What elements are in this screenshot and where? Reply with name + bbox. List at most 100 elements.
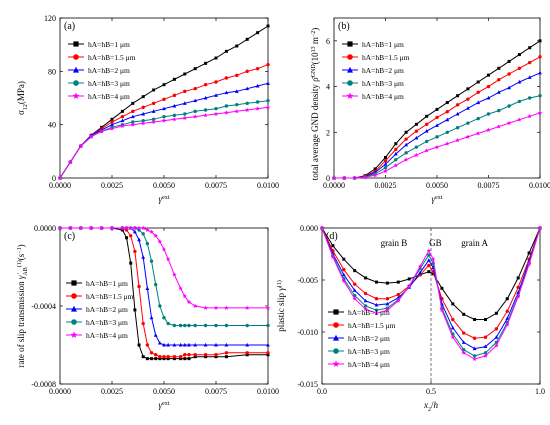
legend-label: hA=hB=4 μm <box>348 360 390 369</box>
data-point <box>487 73 490 77</box>
data-point <box>427 263 431 268</box>
legend-marker <box>71 280 77 286</box>
data-point <box>385 301 390 306</box>
data-point <box>183 72 187 76</box>
data-point <box>435 135 439 139</box>
data-point <box>473 318 477 322</box>
data-point <box>476 90 480 94</box>
data-point <box>435 123 439 127</box>
data-point <box>153 353 158 357</box>
data-point <box>383 166 388 170</box>
data-point <box>224 49 228 53</box>
data-point <box>517 79 522 84</box>
data-point <box>425 114 429 118</box>
data-point <box>396 292 400 297</box>
data-point <box>352 296 357 301</box>
data-point <box>154 357 158 361</box>
data-point <box>88 225 94 230</box>
legend-label: hA=hB=2 μm <box>348 334 390 343</box>
data-point <box>383 159 388 163</box>
data-point <box>245 101 249 106</box>
x-tick-label: 0.0000 <box>323 181 345 190</box>
data-point <box>166 342 171 347</box>
data-point <box>352 175 357 180</box>
data-point <box>203 108 208 112</box>
data-point <box>136 225 142 230</box>
legend-label: hA=hB=2 μm <box>86 305 128 314</box>
data-point <box>162 316 166 320</box>
legend-label: hA=hB=1.5 μm <box>86 292 134 301</box>
data-point <box>193 109 197 114</box>
data-point <box>133 308 137 312</box>
data-point <box>162 83 166 87</box>
data-point <box>124 225 129 230</box>
data-point <box>494 311 498 315</box>
data-point <box>476 80 480 84</box>
legend-marker <box>333 309 339 315</box>
data-point <box>394 158 398 162</box>
data-point <box>424 129 429 133</box>
data-point <box>483 353 488 358</box>
data-point <box>372 172 378 178</box>
data-point <box>414 135 419 140</box>
data-point <box>172 93 177 98</box>
data-point <box>383 168 388 174</box>
data-point <box>166 321 170 326</box>
data-point <box>193 342 198 347</box>
data-point <box>151 119 156 124</box>
data-point <box>214 355 218 359</box>
series-line-2 <box>321 227 541 339</box>
data-point <box>374 302 379 307</box>
data-point <box>151 117 156 122</box>
data-point <box>265 104 271 110</box>
data-point <box>394 142 398 146</box>
data-point <box>331 175 337 180</box>
data-point <box>120 225 125 230</box>
data-point <box>141 118 145 123</box>
data-point <box>266 353 270 357</box>
data-point <box>162 97 166 102</box>
data-point <box>472 354 477 358</box>
legend-label: hA=hB=1 μm <box>348 308 390 317</box>
legend-label: hA=hB=1 μm <box>362 40 404 49</box>
legend-label: hA=hB=3 μm <box>88 79 130 88</box>
data-point <box>133 249 137 254</box>
data-point <box>172 272 177 277</box>
data-point <box>161 247 167 252</box>
data-point <box>266 98 270 103</box>
legend-marker <box>347 41 353 47</box>
x-tick-label: 0.0025 <box>101 387 123 396</box>
data-point <box>78 225 84 230</box>
data-point <box>214 342 218 347</box>
y-axis-label: plastic slip γ(1) <box>276 280 286 332</box>
data-point <box>362 174 368 180</box>
data-point <box>110 122 114 127</box>
data-point <box>404 151 408 155</box>
data-point <box>476 116 480 121</box>
legend-label: hA=hB=4 μm <box>88 92 130 101</box>
x-axis-label: γext <box>159 400 170 410</box>
data-point <box>353 282 357 286</box>
data-point <box>132 225 138 230</box>
data-point <box>128 225 133 230</box>
data-point <box>396 280 400 284</box>
data-point <box>396 298 401 303</box>
data-point <box>538 55 542 59</box>
y-axis-label: rate of slip transmission γ̇AB(1)(s−1) <box>16 244 29 367</box>
data-point <box>162 106 166 111</box>
data-point <box>178 342 183 347</box>
data-point <box>224 323 229 328</box>
legend-label: hA=hB=3 μm <box>86 318 128 327</box>
data-point <box>141 321 145 326</box>
data-point <box>132 229 137 234</box>
x-tick-label: 0.0025 <box>101 181 123 190</box>
data-point <box>162 355 166 359</box>
data-point <box>445 141 450 146</box>
x-tick-label: 0.0025 <box>375 181 397 190</box>
legend-label: hA=hB=1 μm <box>86 279 128 288</box>
data-point <box>527 75 532 79</box>
data-point <box>213 111 219 116</box>
data-point <box>266 323 270 328</box>
y-tick-label: 4 <box>326 83 330 92</box>
